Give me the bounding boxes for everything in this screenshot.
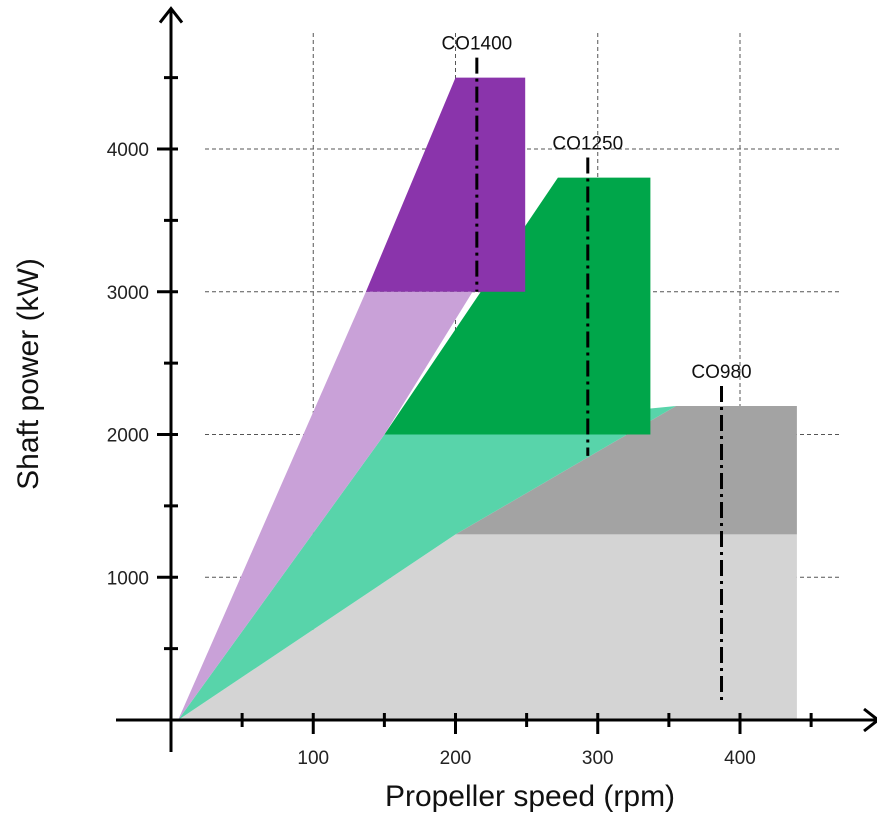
x-axis-title: Propeller speed (rpm)	[385, 780, 675, 813]
model-label-co980: CO980	[691, 362, 751, 383]
x-tick-label-100: 100	[297, 748, 329, 769]
model-label-co1250: CO1250	[552, 134, 623, 155]
y-tick-label-4000: 4000	[107, 140, 149, 161]
y-tick-label-2000: 2000	[107, 426, 149, 447]
model-label-co1400: CO1400	[441, 34, 512, 55]
y-tick-label-1000: 1000	[107, 568, 149, 589]
y-tick-label-3000: 3000	[107, 283, 149, 304]
operating-areas	[178, 78, 797, 720]
y-axis-title: Shaft power (kW)	[12, 258, 45, 490]
x-tick-label-300: 300	[582, 748, 614, 769]
x-tick-label-200: 200	[440, 748, 472, 769]
area-co1400-dark	[366, 78, 525, 292]
x-tick-label-400: 400	[724, 748, 756, 769]
